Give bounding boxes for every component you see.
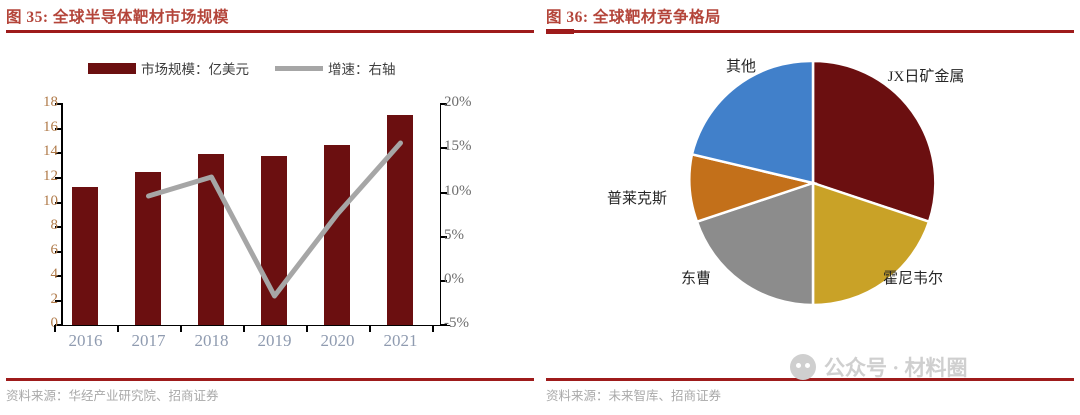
bar-2018: [198, 154, 224, 325]
figure-36-footer-rule: [546, 378, 1074, 381]
title-rule-cap: [546, 28, 574, 34]
category-axis-tick: [54, 325, 56, 332]
right-axis-tick-label-0: 0%: [444, 271, 464, 287]
left-axis-tick-label-18: 18: [43, 94, 58, 110]
pie-slice-others: [690, 59, 815, 185]
line-swatch-icon: [275, 65, 323, 71]
left-axis-tick: [55, 202, 61, 204]
left-value-axis: [61, 103, 63, 325]
left-axis-tick: [55, 128, 61, 130]
wechat-badge-icon: [790, 354, 816, 380]
right-axis-tick: [441, 324, 447, 326]
left-axis-tick-label-6: 6: [50, 242, 59, 258]
pie-label-others: 其他: [725, 59, 756, 75]
left-axis-tick-label-4: 4: [50, 266, 59, 282]
left-axis-tick-label-2: 2: [50, 291, 59, 307]
category-axis-tick: [243, 325, 245, 332]
bar-chart-plot-area: 0 2 4 6 8 10 12 14 16 18 -5% 0% 5%: [43, 94, 472, 350]
watermark-text: 公众号 · 材料圈: [824, 356, 968, 380]
x-axis-label-2019: 2019: [257, 331, 292, 350]
legend-item-market-size: 市场规模：亿美元: [88, 58, 249, 78]
right-value-axis: [439, 103, 441, 325]
figure-35-source: 资料来源：华经产业研究院、招商证券: [6, 389, 219, 403]
x-axis-label-2017: 2017: [131, 331, 166, 350]
pie-slice-honeywell: [811, 181, 931, 307]
figure-35-title: 图 35: 全球半导体靶材市场规模: [6, 9, 229, 26]
right-axis-tick: [441, 192, 447, 194]
figure-35-footer-rule: [6, 378, 534, 381]
pie-label-honeywell: 霍尼韦尔: [882, 271, 943, 287]
left-axis-tick-label-0: 0: [50, 315, 59, 331]
category-axis-tick: [180, 325, 182, 332]
category-axis-tick: [306, 325, 308, 332]
right-axis-tick: [441, 236, 447, 238]
left-axis-tick-label-16: 16: [43, 119, 58, 135]
left-axis-tick-label-10: 10: [43, 193, 58, 209]
left-axis-tick-label-12: 12: [43, 168, 58, 184]
category-axis-tick: [432, 325, 434, 332]
right-axis-tick-label-5: 5%: [444, 227, 464, 243]
left-axis-tick: [55, 103, 61, 105]
right-axis-tick-label-15: 15%: [444, 138, 472, 154]
category-axis-tick: [117, 325, 119, 332]
right-axis-tick-label-n5: -5%: [444, 315, 469, 331]
left-axis-tick: [55, 275, 61, 277]
legend-label-growth-rate: 增速：右轴: [328, 62, 396, 77]
left-axis-tick: [55, 251, 61, 253]
bar-2020: [324, 145, 350, 325]
x-axis-label-2018: 2018: [194, 331, 229, 350]
right-axis-tick: [441, 147, 447, 149]
category-axis-tick: [369, 325, 371, 332]
category-axis: [54, 324, 450, 326]
watermark: 公众号 · 材料圈: [790, 352, 968, 382]
left-axis-tick-label-8: 8: [50, 217, 59, 233]
x-axis-label-2021: 2021: [383, 331, 418, 350]
x-axis-label-2020: 2020: [320, 331, 355, 350]
right-axis-tick-label-20: 20%: [444, 94, 472, 110]
left-axis-tick: [55, 324, 61, 326]
pie-label-tosoh: 东曹: [680, 271, 711, 287]
left-axis-tick: [55, 226, 61, 228]
left-axis-tick: [55, 152, 61, 154]
right-axis-tick: [441, 103, 447, 105]
left-axis-tick: [55, 177, 61, 179]
pie-slice-jx-nippon-mining: [811, 59, 937, 224]
pie-label-praxair: 普莱克斯: [606, 191, 667, 207]
figure-35-title-rule: [6, 30, 534, 33]
figure-36-panel: 图 36: 全球靶材竞争格局 JX日矿金属 霍尼韦尔 东曹 普莱克斯: [540, 0, 1080, 415]
legend-item-growth-rate: 增速：右轴: [275, 58, 396, 78]
figure-36-title-rule: [546, 28, 1074, 34]
left-axis-tick-label-14: 14: [43, 143, 58, 159]
bar-2016: [72, 187, 98, 325]
right-axis-tick-label-10: 10%: [444, 183, 472, 199]
growth-rate-line-series: [146, 140, 403, 299]
bar-swatch-icon: [88, 62, 136, 74]
figure-36-title: 图 36: 全球靶材竞争格局: [546, 9, 721, 26]
left-axis-tick: [55, 300, 61, 302]
figure-35-legend: 市场规模：亿美元 增速：右轴: [88, 58, 396, 78]
x-axis-label-2016: 2016: [68, 331, 103, 350]
pie-label-jx-nippon-mining: JX日矿金属: [887, 69, 965, 85]
pie-slice-tosoh: [695, 181, 815, 307]
market-share-pie-chart: JX日矿金属 霍尼韦尔 东曹 普莱克斯 其他: [607, 58, 964, 308]
legend-label-market-size: 市场规模：亿美元: [141, 62, 249, 77]
figure-35-panel: 图 35: 全球半导体靶材市场规模 市场规模：亿美元 增速：右轴 0 2 4: [6, 9, 534, 403]
figure-36-source: 资料来源：未来智库、招商证券: [546, 389, 722, 403]
pie-svg: [688, 59, 937, 307]
right-axis-tick: [441, 280, 447, 282]
